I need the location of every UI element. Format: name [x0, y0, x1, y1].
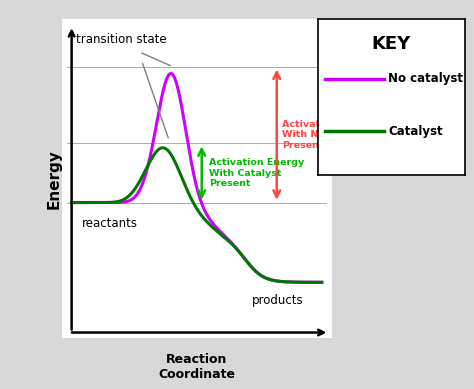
- Text: Reaction
Coordinate: Reaction Coordinate: [158, 353, 235, 381]
- Text: Activation Energy
With Catalyst
Present: Activation Energy With Catalyst Present: [209, 158, 304, 188]
- Text: Catalyst: Catalyst: [388, 125, 443, 138]
- Text: Energy: Energy: [46, 149, 62, 209]
- Text: Activation Energy
With No Catalyst
Present: Activation Energy With No Catalyst Prese…: [282, 120, 377, 149]
- Text: No catalyst: No catalyst: [388, 72, 463, 85]
- Text: transition state: transition state: [76, 33, 167, 46]
- Text: products: products: [252, 294, 303, 307]
- Text: KEY: KEY: [372, 35, 410, 53]
- Text: reactants: reactants: [82, 217, 137, 230]
